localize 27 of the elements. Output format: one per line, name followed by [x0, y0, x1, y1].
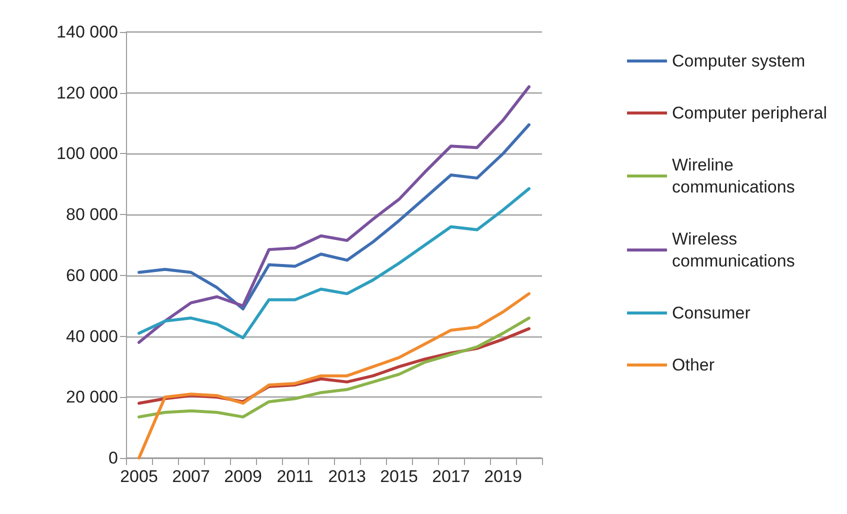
line-series	[138, 292, 530, 460]
y-tick-label: 100 000	[56, 144, 118, 164]
line-series	[138, 123, 530, 310]
x-tick-label: 2015	[380, 467, 418, 486]
legend-label: Computer peripheral	[672, 104, 827, 122]
x-tick-label: 2007	[172, 467, 210, 486]
line-series	[138, 85, 530, 344]
y-tick-label: 140 000	[56, 22, 118, 42]
y-tick-label: 80 000	[66, 205, 118, 224]
legend-label: Wireline communications	[672, 156, 795, 196]
line-series	[138, 187, 530, 340]
y-tick-label: 40 000	[66, 326, 118, 346]
x-tick-label: 2013	[328, 467, 366, 486]
x-tick-label: 2017	[432, 467, 470, 486]
y-tick-label: 60 000	[66, 266, 118, 285]
legend-label: Computer system	[672, 52, 806, 70]
x-tick-label: 2019	[484, 467, 522, 486]
line-series	[138, 316, 530, 418]
x-tick-label: 2009	[224, 467, 262, 486]
y-tick-label: 20 000	[66, 388, 118, 407]
y-tick-label: 0	[108, 448, 118, 468]
legend-label: Other	[672, 356, 715, 374]
legend-label: Wireless communications	[672, 230, 795, 270]
y-tick-label: 120 000	[56, 83, 118, 102]
x-tick-label: 2005	[120, 467, 158, 486]
legend-label: Consumer	[672, 304, 751, 322]
x-tick-label: 2011	[276, 467, 314, 486]
